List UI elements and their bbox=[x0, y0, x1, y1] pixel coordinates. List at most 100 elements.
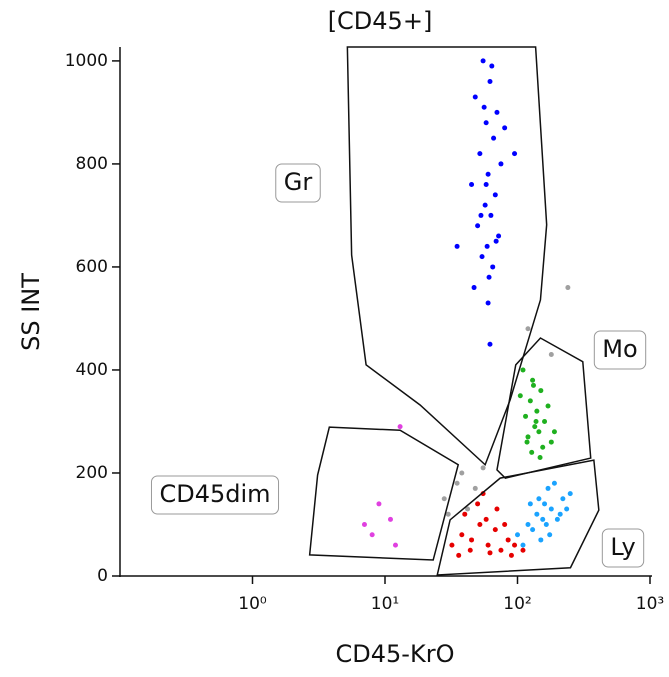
y-tick-label: 0 bbox=[97, 566, 108, 586]
x-tick-label: 10¹ bbox=[371, 594, 399, 614]
point bbox=[472, 485, 478, 491]
point bbox=[530, 377, 536, 383]
gate-label-box bbox=[275, 163, 321, 203]
point bbox=[508, 552, 514, 558]
gate-label: Gr bbox=[284, 168, 313, 196]
point bbox=[475, 223, 481, 229]
gate-label-box bbox=[150, 475, 280, 515]
point bbox=[491, 135, 497, 141]
y-tick-label: 200 bbox=[76, 463, 108, 483]
gate bbox=[346, 46, 548, 467]
point bbox=[525, 521, 531, 527]
point bbox=[484, 243, 490, 249]
point bbox=[548, 352, 554, 358]
x-tick-label: 10² bbox=[503, 594, 531, 614]
point bbox=[538, 537, 544, 543]
point bbox=[462, 511, 468, 517]
point bbox=[361, 521, 367, 527]
point bbox=[545, 403, 551, 409]
point bbox=[445, 511, 451, 517]
point bbox=[469, 537, 475, 543]
point bbox=[477, 521, 483, 527]
point bbox=[392, 542, 398, 548]
gate-label: Ly bbox=[610, 533, 635, 561]
point bbox=[551, 429, 557, 435]
point bbox=[480, 58, 486, 64]
point bbox=[494, 506, 500, 512]
point bbox=[536, 496, 542, 502]
point bbox=[376, 501, 382, 507]
point bbox=[532, 424, 538, 430]
point bbox=[482, 202, 488, 208]
point bbox=[527, 398, 533, 404]
gate bbox=[308, 426, 460, 561]
x-tick-label: 10³ bbox=[636, 594, 664, 614]
y-tick-label: 1000 bbox=[65, 51, 108, 71]
point bbox=[490, 264, 496, 270]
point bbox=[492, 192, 498, 198]
point bbox=[485, 542, 491, 548]
point bbox=[530, 527, 536, 533]
point bbox=[557, 511, 563, 517]
x-axis-label: CD45-KrO bbox=[336, 640, 455, 668]
point bbox=[492, 527, 498, 533]
point bbox=[485, 171, 491, 177]
point bbox=[548, 506, 554, 512]
point bbox=[536, 429, 542, 435]
point bbox=[520, 547, 526, 553]
x-tick-label: 10⁰ bbox=[238, 594, 267, 614]
y-tick-label: 800 bbox=[76, 154, 108, 174]
point bbox=[540, 516, 546, 522]
point bbox=[397, 424, 403, 430]
point bbox=[525, 326, 531, 332]
point bbox=[494, 109, 500, 115]
point bbox=[486, 274, 492, 280]
y-tick-label: 600 bbox=[76, 257, 108, 277]
point bbox=[527, 501, 533, 507]
point bbox=[545, 485, 551, 491]
point bbox=[554, 516, 560, 522]
chart-title: [CD45+] bbox=[328, 7, 433, 35]
point bbox=[469, 182, 475, 188]
y-axis-label: SS INT bbox=[17, 273, 45, 351]
point bbox=[459, 470, 465, 476]
point bbox=[533, 418, 539, 424]
point bbox=[369, 532, 375, 538]
point bbox=[483, 182, 489, 188]
point bbox=[515, 532, 520, 538]
point bbox=[454, 480, 460, 486]
point bbox=[471, 285, 477, 291]
y-tick-label: 400 bbox=[76, 360, 108, 380]
point bbox=[456, 552, 462, 558]
point bbox=[483, 516, 489, 522]
point bbox=[512, 151, 518, 157]
point bbox=[525, 434, 531, 440]
point bbox=[524, 439, 530, 445]
point bbox=[477, 151, 483, 157]
point bbox=[489, 63, 495, 69]
point bbox=[534, 511, 540, 517]
gate-label: Mo bbox=[602, 335, 637, 363]
point bbox=[537, 455, 543, 461]
point bbox=[478, 212, 484, 218]
point bbox=[496, 233, 502, 239]
point bbox=[560, 496, 566, 502]
gate-label: CD45dim bbox=[159, 480, 270, 508]
point bbox=[487, 79, 493, 85]
point bbox=[523, 413, 529, 419]
point bbox=[493, 238, 499, 244]
point bbox=[441, 496, 447, 502]
point bbox=[498, 161, 504, 167]
point bbox=[520, 542, 526, 548]
point bbox=[480, 491, 486, 497]
point bbox=[502, 125, 508, 131]
point bbox=[530, 382, 536, 388]
gate bbox=[436, 459, 600, 576]
point bbox=[542, 418, 548, 424]
point bbox=[538, 388, 544, 394]
point bbox=[467, 547, 473, 553]
point bbox=[542, 501, 548, 507]
point bbox=[520, 367, 526, 373]
point bbox=[480, 465, 486, 471]
point bbox=[548, 439, 554, 445]
